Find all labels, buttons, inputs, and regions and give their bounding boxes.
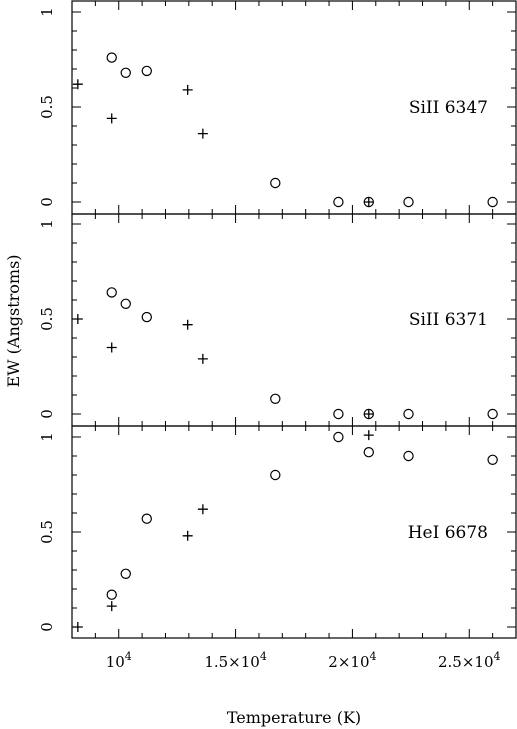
x-tick-base: 10 (350, 653, 369, 671)
circle-marker (333, 431, 344, 443)
circle-marker (106, 52, 117, 63)
y-tick-label: 0.5 (38, 95, 56, 119)
plus-marker (72, 314, 83, 324)
circle-marker (141, 65, 152, 77)
circle-marker (403, 196, 414, 208)
y-tick-label: 0.5 (38, 307, 56, 331)
plus-marker (363, 430, 374, 441)
y-tick-label: 0 (38, 409, 56, 419)
plus-marker (182, 530, 193, 541)
y-tick-label: 1 (38, 7, 56, 17)
x-tick-label: 2.5×104 (438, 650, 501, 671)
plus-marker (197, 504, 208, 515)
circle-marker (270, 177, 281, 189)
x-tick-exponent: 4 (494, 650, 501, 663)
circle-marker (487, 196, 498, 208)
plus-marker (363, 197, 374, 207)
circle-marker (106, 589, 117, 600)
panel-2: 0 0.5 1 SiII 6371 (38, 213, 517, 427)
y-tick-label: 1 (38, 432, 56, 442)
circle-marker (363, 447, 374, 458)
circle-marker (487, 408, 498, 420)
plus-marker (72, 622, 83, 632)
x-tick-base: 10 (106, 653, 125, 671)
circle-marker (403, 450, 414, 462)
x-tick-label: 104 (106, 650, 132, 671)
circle-marker (487, 454, 498, 465)
circle-marker (120, 67, 131, 79)
plus-marker (363, 409, 374, 419)
panel-label: HeI 6678 (408, 523, 488, 543)
x-tick-label: 1.5×104 (204, 650, 267, 671)
panel-3: 0 0.5 1 HeI 6678 (38, 425, 517, 639)
panel-label: SiII 6371 (409, 310, 488, 330)
circle-marker (333, 196, 344, 208)
x-tick-base: 10 (241, 653, 260, 671)
circle-marker (270, 469, 281, 481)
plus-marker (106, 342, 117, 353)
x-tick-times: × (228, 653, 241, 671)
x-tick-mantissa: 2 (328, 653, 338, 671)
x-tick-base: 10 (474, 653, 493, 671)
y-axis-label: EW (Angstroms) (4, 254, 23, 387)
x-tick-mantissa: 2.5 (438, 653, 462, 671)
panel-1: 0 0.5 1 SiII 6347 (38, 0, 517, 215)
circle-marker (403, 408, 414, 420)
x-tick-times: × (338, 653, 351, 671)
circle-marker (120, 298, 131, 309)
x-tick-exponent: 4 (370, 650, 377, 663)
x-tick-exponent: 4 (125, 650, 132, 663)
panel-label: SiII 6347 (409, 98, 488, 118)
x-tick-exponent: 4 (260, 650, 267, 663)
circle-marker (141, 513, 152, 524)
x-axis-label: Temperature (K) (227, 708, 361, 727)
plus-marker (182, 319, 193, 330)
y-tick-label: 1 (38, 219, 56, 229)
y-tick-label: 0 (38, 622, 56, 632)
y-tick-label: 0.5 (38, 520, 56, 544)
plus-marker (197, 353, 208, 364)
circle-marker (120, 568, 131, 580)
y-tick-label: 0 (38, 197, 56, 207)
plus-marker (182, 84, 193, 95)
circle-marker (106, 287, 117, 298)
panels: 0 0.5 1 SiII 6347 0 0.5 1 SiII 6371 0 0.5 1 HeI 667… (38, 0, 517, 671)
plus-marker (106, 113, 117, 124)
x-tick-mantissa: 1.5 (204, 653, 228, 671)
plus-marker (72, 79, 83, 90)
plus-marker (106, 601, 117, 612)
circle-marker (270, 393, 281, 404)
x-tick-times: × (462, 653, 475, 671)
circle-marker (333, 408, 344, 420)
x-tick-label: 2×104 (328, 650, 376, 671)
plus-marker (197, 128, 208, 139)
circle-marker (141, 311, 152, 323)
